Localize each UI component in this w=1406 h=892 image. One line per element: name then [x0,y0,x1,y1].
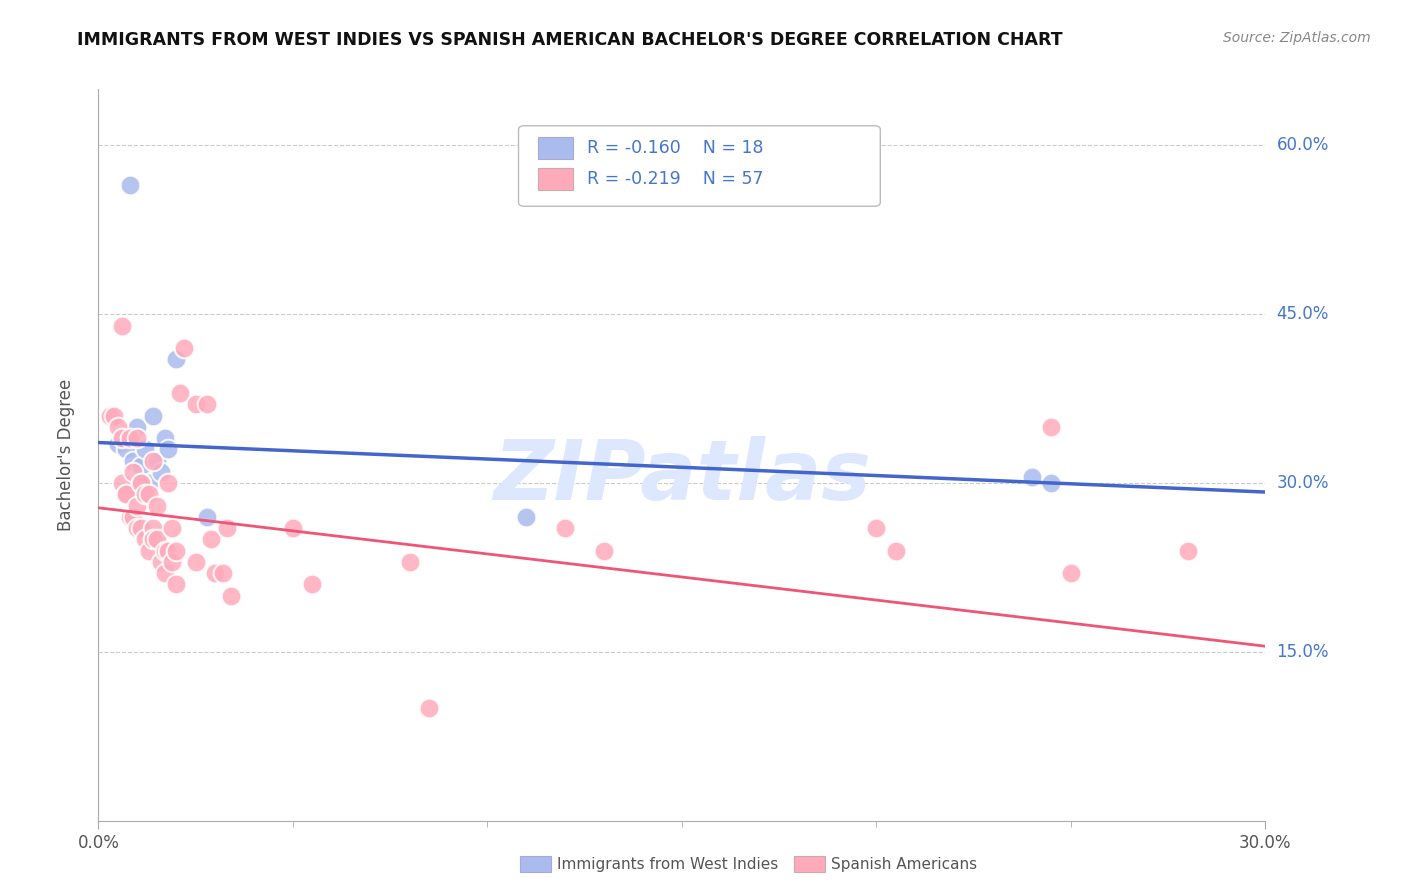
Point [111,476,134,491]
Point [118,509,141,524]
Point [398,555,420,569]
Point [153,431,176,445]
Point [118,178,141,192]
Point [165,543,187,558]
Point [162,521,184,535]
Point [111,318,134,333]
Point [114,487,136,501]
Point [184,397,207,411]
Point [212,566,235,580]
Point [127,521,149,535]
Point [127,419,149,434]
Point [204,566,226,580]
Point [127,431,149,445]
Point [114,487,136,501]
Text: 30.0%: 30.0% [1277,474,1329,492]
Point [134,533,156,547]
Point [134,442,156,457]
Point [157,476,180,491]
Point [593,543,616,558]
Point [122,509,145,524]
Point [281,521,304,535]
Text: Immigrants from West Indies: Immigrants from West Indies [557,857,778,871]
Point [129,521,152,535]
Point [142,409,165,423]
Point [153,566,176,580]
Point [173,341,195,355]
Point [98,409,121,423]
Point [1021,470,1043,484]
Point [184,555,207,569]
FancyBboxPatch shape [538,169,574,190]
Point [149,465,172,479]
Point [301,577,323,591]
Point [111,431,134,445]
Text: 15.0%: 15.0% [1277,643,1329,661]
Point [865,521,887,535]
Point [1040,419,1063,434]
Point [103,409,125,423]
Point [165,352,187,367]
Point [114,442,136,457]
Point [107,419,129,434]
FancyBboxPatch shape [519,126,880,206]
Point [129,476,152,491]
Point [169,386,191,401]
Text: 60.0%: 60.0% [1277,136,1329,154]
Text: R = -0.160    N = 18: R = -0.160 N = 18 [588,139,763,157]
Point [1177,543,1199,558]
Point [195,509,218,524]
Point [146,533,169,547]
Point [215,521,238,535]
Text: ZIPatlas: ZIPatlas [494,436,870,517]
Point [118,431,141,445]
Text: IMMIGRANTS FROM WEST INDIES VS SPANISH AMERICAN BACHELOR'S DEGREE CORRELATION CH: IMMIGRANTS FROM WEST INDIES VS SPANISH A… [77,31,1063,49]
Point [165,577,187,591]
Point [129,476,152,491]
Text: R = -0.219    N = 57: R = -0.219 N = 57 [588,170,763,188]
Point [157,442,180,457]
Point [418,701,440,715]
Point [134,487,156,501]
Point [157,543,180,558]
Point [1040,476,1063,491]
Point [162,555,184,569]
Point [153,543,176,558]
Point [146,499,169,513]
FancyBboxPatch shape [538,136,574,159]
Point [884,543,907,558]
Point [107,436,129,450]
Point [146,453,169,467]
Point [127,499,149,513]
Point [138,487,160,501]
Text: Spanish Americans: Spanish Americans [831,857,977,871]
Point [142,533,165,547]
Point [138,543,160,558]
Point [554,521,576,535]
Text: Source: ZipAtlas.com: Source: ZipAtlas.com [1223,31,1371,45]
Point [142,453,165,467]
Point [515,509,537,524]
Point [195,397,218,411]
Y-axis label: Bachelor's Degree: Bachelor's Degree [56,379,75,531]
Point [122,453,145,467]
Point [200,533,222,547]
Point [149,555,172,569]
Point [138,476,160,491]
Point [1060,566,1083,580]
Point [219,589,242,603]
Point [142,521,165,535]
Text: 45.0%: 45.0% [1277,305,1329,323]
Point [129,459,152,474]
Point [122,465,145,479]
